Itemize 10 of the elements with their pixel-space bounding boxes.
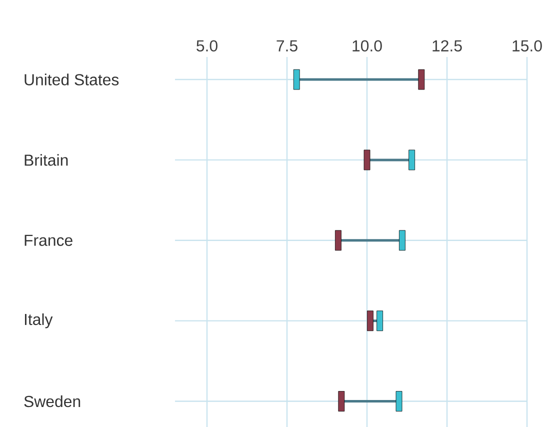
y-tick-label: Sweden bbox=[24, 395, 80, 408]
x-tick-label: 5.0 bbox=[196, 40, 218, 52]
x-tick-label: 12.5 bbox=[432, 40, 462, 52]
x-tick-label: 15.0 bbox=[512, 40, 542, 52]
y-tick-label: France bbox=[24, 234, 72, 246]
x-tick-label: 10.0 bbox=[352, 40, 382, 52]
y-tick-label: Britain bbox=[24, 154, 68, 166]
x-tick-label: 7.5 bbox=[276, 40, 298, 52]
y-tick-label: United States bbox=[24, 74, 119, 86]
y-tick-label: Italy bbox=[24, 313, 53, 328]
